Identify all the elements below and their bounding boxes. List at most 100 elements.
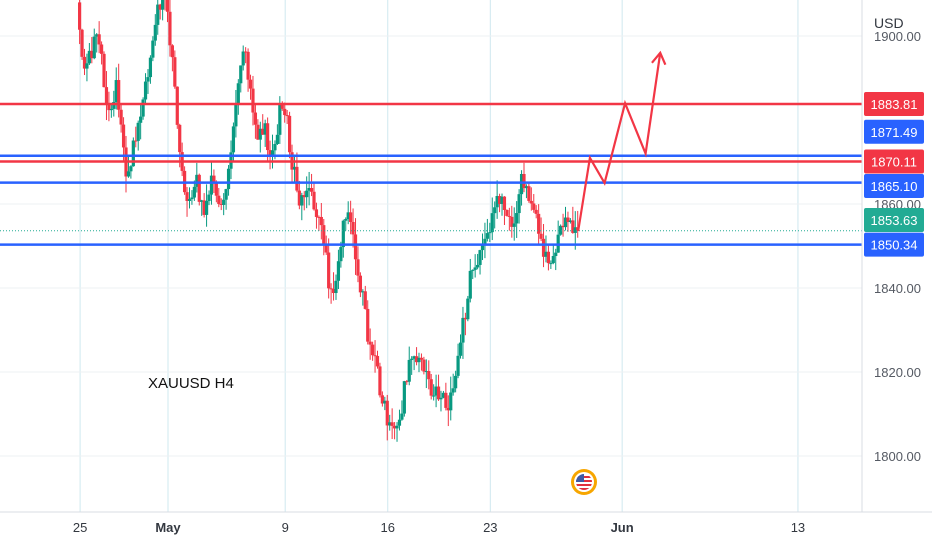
candle-141[interactable]: [422, 356, 426, 375]
candle-25[interactable]: [139, 104, 143, 140]
candle-157[interactable]: [461, 306, 465, 359]
candle-148[interactable]: [439, 390, 443, 412]
candle-106[interactable]: [336, 249, 341, 290]
candle-177[interactable]: [510, 205, 514, 238]
candle-115[interactable]: [358, 272, 363, 298]
candle-145[interactable]: [432, 384, 436, 401]
candle-128[interactable]: [390, 408, 394, 439]
candle-108[interactable]: [341, 219, 345, 258]
candle-8[interactable]: [97, 21, 101, 54]
candle-70[interactable]: [248, 74, 253, 100]
candle-146[interactable]: [434, 374, 438, 408]
candle-191[interactable]: [544, 235, 548, 263]
candle-9[interactable]: [99, 41, 104, 65]
candle-136[interactable]: [410, 356, 414, 375]
candle-91[interactable]: [300, 192, 304, 221]
candle-133[interactable]: [402, 380, 406, 417]
candle-107[interactable]: [339, 241, 343, 268]
candle-89[interactable]: [295, 152, 299, 193]
candle-110[interactable]: [346, 201, 350, 225]
candle-124[interactable]: [380, 391, 384, 407]
candle-140[interactable]: [419, 353, 424, 371]
candle-46[interactable]: [190, 190, 194, 205]
projection-path[interactable]: [577, 50, 667, 232]
candle-203[interactable]: [573, 211, 577, 250]
candle-94[interactable]: [307, 171, 311, 206]
candle-27[interactable]: [143, 73, 148, 105]
candle-129[interactable]: [392, 422, 397, 440]
candle-18[interactable]: [121, 117, 126, 161]
candle-150[interactable]: [444, 382, 448, 411]
candle-59[interactable]: [222, 193, 226, 216]
candle-169[interactable]: [490, 197, 494, 241]
candle-79[interactable]: [270, 134, 275, 169]
candle-86[interactable]: [287, 111, 292, 159]
candle-147[interactable]: [436, 374, 441, 401]
candle-171[interactable]: [495, 180, 499, 219]
candle-111[interactable]: [349, 200, 353, 235]
candle-118[interactable]: [366, 300, 370, 345]
candle-37[interactable]: [168, 0, 172, 57]
candle-155[interactable]: [456, 343, 460, 379]
candle-153[interactable]: [451, 373, 455, 396]
candle-6[interactable]: [92, 28, 96, 60]
candle-85[interactable]: [285, 109, 289, 125]
candle-103[interactable]: [329, 283, 333, 304]
candle-170[interactable]: [493, 201, 497, 229]
candle-98[interactable]: [317, 215, 321, 231]
candle-175[interactable]: [505, 209, 509, 217]
candle-71[interactable]: [251, 75, 255, 126]
candle-122[interactable]: [375, 350, 380, 369]
candle-47[interactable]: [192, 180, 196, 201]
candle-138[interactable]: [414, 347, 419, 366]
candle-99[interactable]: [319, 202, 323, 240]
candle-149[interactable]: [441, 390, 446, 399]
candle-162[interactable]: [473, 254, 477, 278]
candle-76[interactable]: [263, 119, 267, 147]
candle-197[interactable]: [559, 224, 563, 236]
candle-44[interactable]: [185, 187, 189, 217]
candle-33[interactable]: [158, 3, 162, 20]
candle-95[interactable]: [309, 173, 314, 197]
candle-151[interactable]: [446, 395, 450, 427]
candle-167[interactable]: [485, 218, 489, 242]
candle-55[interactable]: [212, 169, 216, 193]
candle-195[interactable]: [554, 248, 558, 271]
candle-174[interactable]: [502, 196, 507, 225]
candle-123[interactable]: [378, 362, 382, 398]
candle-20[interactable]: [126, 156, 131, 178]
candle-144[interactable]: [429, 373, 433, 400]
candle-10[interactable]: [102, 51, 106, 88]
candle-16[interactable]: [117, 63, 121, 118]
candle-182[interactable]: [522, 162, 526, 193]
candle-165[interactable]: [480, 233, 485, 261]
candle-192[interactable]: [546, 244, 551, 271]
candle-161[interactable]: [471, 269, 475, 280]
candle-126[interactable]: [385, 394, 389, 441]
candle-72[interactable]: [253, 104, 258, 139]
candle-185[interactable]: [529, 187, 533, 211]
candle-178[interactable]: [512, 207, 516, 241]
candle-34[interactable]: [161, 0, 165, 21]
candle-45[interactable]: [187, 187, 192, 209]
candle-38[interactable]: [170, 44, 174, 72]
candle-96[interactable]: [312, 182, 316, 211]
candle-125[interactable]: [383, 396, 387, 411]
candle-137[interactable]: [412, 355, 416, 371]
candle-32[interactable]: [156, 0, 160, 35]
candle-66[interactable]: [239, 65, 243, 93]
candle-60[interactable]: [224, 188, 228, 210]
candle-1[interactable]: [80, 28, 84, 60]
candle-132[interactable]: [400, 400, 404, 421]
candle-49[interactable]: [197, 173, 201, 206]
candle-57[interactable]: [217, 188, 221, 208]
candle-40[interactable]: [175, 86, 179, 129]
candle-181[interactable]: [519, 170, 524, 206]
horizontal-levels[interactable]: [0, 102, 862, 246]
candle-77[interactable]: [266, 117, 270, 162]
candle-51[interactable]: [202, 193, 206, 218]
candle-67[interactable]: [241, 45, 245, 71]
candle-172[interactable]: [497, 193, 502, 213]
candle-39[interactable]: [173, 50, 177, 89]
candle-121[interactable]: [373, 340, 377, 373]
